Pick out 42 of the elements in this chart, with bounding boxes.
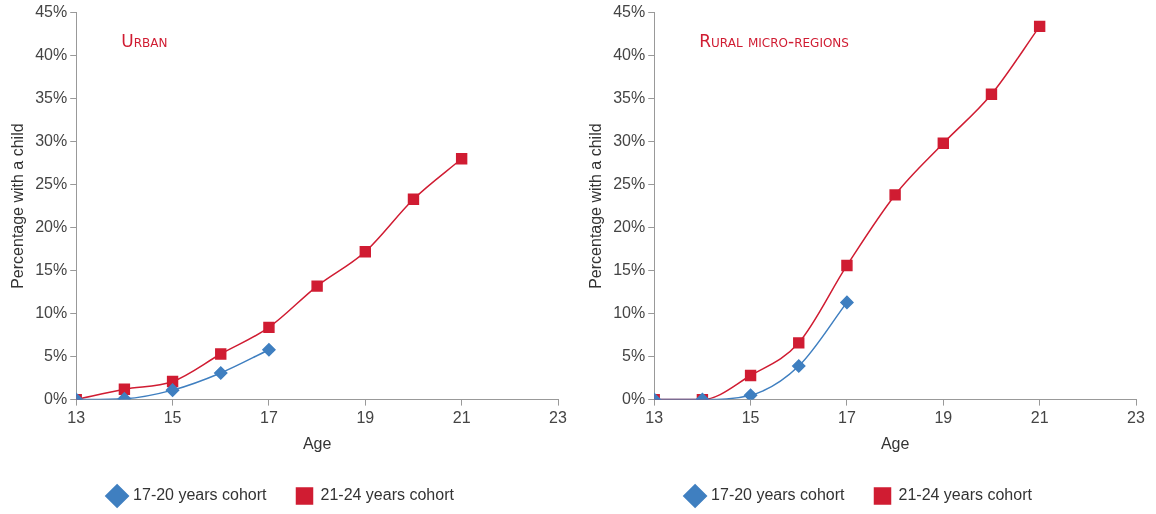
y-tick-label: 35% xyxy=(613,89,646,107)
x-tick-label: 21 xyxy=(1030,408,1049,426)
y-axis-title: Percentage with a child xyxy=(587,123,605,289)
x-tick-label: 17 xyxy=(260,408,278,426)
x-tick-label: 15 xyxy=(163,408,182,426)
x-tick-label: 21 xyxy=(452,408,471,426)
y-tick-label: 0% xyxy=(44,390,68,408)
x-tick-label: 23 xyxy=(1127,408,1145,426)
y-tick-label: 0% xyxy=(622,390,646,408)
x-tick-label: 19 xyxy=(356,408,375,426)
text: Rural micro-regions xyxy=(699,31,849,52)
y-tick-label: 15% xyxy=(35,261,68,279)
legend-label: 17-20 years cohort xyxy=(133,486,268,504)
y-tick-label: 15% xyxy=(613,261,646,279)
x-tick-label: 19 xyxy=(934,408,953,426)
y-tick-label: 20% xyxy=(613,218,646,236)
y-tick-label: 45% xyxy=(613,3,646,21)
y-tick-label: 5% xyxy=(622,347,646,365)
x-axis-title: Age xyxy=(302,434,332,452)
y-tick-label: 45% xyxy=(35,3,68,21)
y-tick-label: 10% xyxy=(613,304,646,322)
y-tick-label: 40% xyxy=(35,46,68,64)
y-tick-label: 10% xyxy=(35,304,68,322)
y-tick-label: 20% xyxy=(35,218,68,236)
legend-label: 17-20 years cohort xyxy=(711,486,846,504)
y-tick-label: 30% xyxy=(35,132,68,150)
y-tick-label: 35% xyxy=(35,89,68,107)
x-tick-label: 17 xyxy=(838,408,856,426)
y-axis-title: Percentage with a child xyxy=(9,123,27,289)
y-tick-label: 40% xyxy=(613,46,646,64)
x-tick-label: 13 xyxy=(645,408,664,426)
y-tick-label: 5% xyxy=(44,347,68,365)
x-tick-label: 15 xyxy=(741,408,760,426)
legend-label: 21-24 years cohort xyxy=(320,486,455,504)
x-tick-label: 13 xyxy=(67,408,86,426)
legend-label: 21-24 years cohort xyxy=(898,486,1033,504)
x-tick-label: 23 xyxy=(549,408,567,426)
y-tick-label: 25% xyxy=(613,175,646,193)
y-tick-label: 30% xyxy=(613,132,646,150)
y-tick-label: 25% xyxy=(35,175,68,193)
x-axis-title: Age xyxy=(880,434,910,452)
text: Urban xyxy=(121,31,168,52)
